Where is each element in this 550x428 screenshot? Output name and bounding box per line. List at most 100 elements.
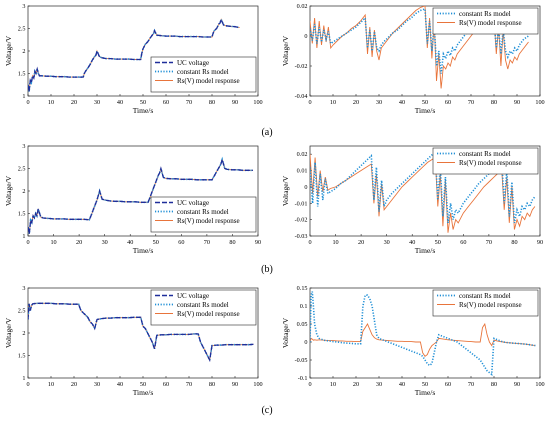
x-tick-label: 20 bbox=[353, 381, 359, 388]
legend-label: constant Rs model bbox=[459, 10, 511, 18]
series-line-uc-voltage bbox=[28, 17, 240, 92]
series-line-uc-voltage bbox=[28, 302, 254, 363]
x-tick-label: 80 bbox=[491, 99, 497, 106]
legend-box bbox=[432, 147, 539, 175]
x-tick-label: 40 bbox=[409, 239, 415, 246]
chart-panel-4: 0 10 20 30 40 50 60 70 80 90 -0.03 -0.02 -0.01 0 0.01 0… bbox=[281, 145, 543, 255]
x-tick-label: 40 bbox=[399, 381, 405, 388]
y-tick-label: 0.02 bbox=[297, 3, 308, 10]
x-tick-label: 50 bbox=[422, 99, 428, 106]
series-group bbox=[310, 6, 529, 89]
y-tick-label: 0.01 bbox=[297, 168, 308, 175]
x-axis-label: Time/s bbox=[415, 388, 436, 397]
y-tick-label: 0.02 bbox=[297, 151, 308, 158]
legend-label: constant Rs model bbox=[177, 208, 229, 216]
y-tick-label: 3 bbox=[22, 143, 25, 150]
x-tick-label: 60 bbox=[163, 99, 169, 106]
y-tick-label: 1.5 bbox=[18, 211, 26, 218]
x-tick-label: 50 bbox=[140, 381, 146, 388]
chart-panel-1: 0 10 20 30 40 50 60 70 80 90 100 1 1.5 2 2.5 3 Time/s Vol… bbox=[4, 3, 263, 115]
y-tick-label: 2.5 bbox=[18, 166, 26, 173]
series-group bbox=[28, 17, 240, 92]
y-tick-label: 3 bbox=[22, 285, 25, 292]
series-line-constant-rs-model bbox=[310, 7, 529, 74]
x-tick-label: 30 bbox=[384, 239, 390, 246]
x-tick-label: 60 bbox=[445, 99, 451, 106]
row-label-c: (c) bbox=[261, 405, 272, 416]
x-tick-label: 60 bbox=[445, 381, 451, 388]
y-tick-label: 1.5 bbox=[18, 353, 26, 360]
x-tick-label: 90 bbox=[537, 239, 543, 246]
y-tick-label: -0.01 bbox=[295, 200, 308, 207]
legend-box bbox=[150, 289, 257, 326]
x-tick-label: 80 bbox=[511, 239, 517, 246]
x-tick-label: 60 bbox=[163, 381, 169, 388]
x-tick-label: 0 bbox=[26, 239, 29, 246]
x-tick-label: 50 bbox=[153, 239, 159, 246]
x-tick-label: 60 bbox=[178, 239, 184, 246]
x-tick-label: 80 bbox=[209, 99, 215, 106]
x-tick-label: 20 bbox=[71, 99, 77, 106]
y-axis-label: Voltage/V bbox=[281, 35, 290, 66]
x-tick-label: 0 bbox=[26, 99, 29, 106]
y-axis-label: Voltage/V bbox=[4, 35, 13, 66]
x-tick-label: 20 bbox=[71, 381, 77, 388]
legend-label: Rs(V) model response bbox=[459, 301, 522, 309]
x-tick-label: 20 bbox=[76, 239, 82, 246]
y-tick-label: 0 bbox=[304, 339, 307, 346]
series-group bbox=[310, 291, 536, 376]
series-line-uc-voltage bbox=[28, 157, 253, 234]
y-axis-label: Voltage/V bbox=[281, 317, 290, 348]
x-tick-label: 0 bbox=[308, 99, 311, 106]
y-tick-label: -0.05 bbox=[295, 357, 308, 364]
x-axis-label: Time/s bbox=[133, 388, 154, 397]
legend-label: UC voltage bbox=[177, 59, 209, 67]
x-tick-label: 70 bbox=[468, 99, 474, 106]
x-tick-label: 40 bbox=[127, 239, 133, 246]
x-tick-label: 90 bbox=[514, 99, 520, 106]
x-tick-label: 100 bbox=[535, 381, 544, 388]
y-tick-label: 0 bbox=[304, 184, 307, 191]
legend-label: constant Rs model bbox=[459, 150, 511, 158]
x-tick-label: 50 bbox=[140, 99, 146, 106]
row-label-a: (a) bbox=[261, 127, 272, 138]
x-tick-label: 30 bbox=[94, 99, 100, 106]
x-axis-label: Time/s bbox=[415, 106, 436, 115]
y-tick-label: 0.05 bbox=[297, 321, 308, 328]
x-axis-label: Time/s bbox=[415, 246, 436, 255]
x-tick-label: 50 bbox=[435, 239, 441, 246]
y-axis-label: Voltage/V bbox=[4, 175, 13, 206]
x-tick-label: 90 bbox=[232, 99, 238, 106]
x-tick-label: 30 bbox=[376, 381, 382, 388]
legend-box bbox=[150, 196, 257, 233]
y-tick-label: 2 bbox=[22, 48, 25, 55]
x-tick-label: 80 bbox=[209, 381, 215, 388]
x-tick-label: 40 bbox=[117, 99, 123, 106]
x-tick-label: 70 bbox=[468, 381, 474, 388]
y-tick-label: 0 bbox=[304, 33, 307, 40]
chart-panel-2: 0 10 20 30 40 50 60 70 80 90 100 -0.04 -0.02 0 0.02 Tim… bbox=[281, 3, 545, 115]
x-tick-label: 100 bbox=[253, 381, 262, 388]
x-tick-label: 70 bbox=[486, 239, 492, 246]
x-tick-label: 30 bbox=[94, 381, 100, 388]
series-group bbox=[28, 302, 254, 363]
y-tick-label: 3 bbox=[22, 3, 25, 10]
legend-label: Rs(V) model response bbox=[177, 310, 240, 318]
y-tick-label: 0.15 bbox=[297, 285, 308, 292]
x-tick-label: 0 bbox=[26, 381, 29, 388]
x-tick-label: 10 bbox=[332, 239, 338, 246]
legend-label: Rs(V) model response bbox=[459, 159, 522, 167]
chart-panel-3: 0 10 20 30 40 50 60 70 80 90 1 1.5 2 2.5 3 Time/s Voltag… bbox=[4, 143, 261, 255]
x-tick-label: 100 bbox=[535, 99, 544, 106]
x-tick-label: 10 bbox=[48, 99, 54, 106]
y-tick-label: 0.1 bbox=[300, 303, 308, 310]
y-tick-label: -0.03 bbox=[295, 233, 308, 240]
x-tick-label: 10 bbox=[330, 99, 336, 106]
y-axis-label: Voltage/V bbox=[4, 317, 13, 348]
